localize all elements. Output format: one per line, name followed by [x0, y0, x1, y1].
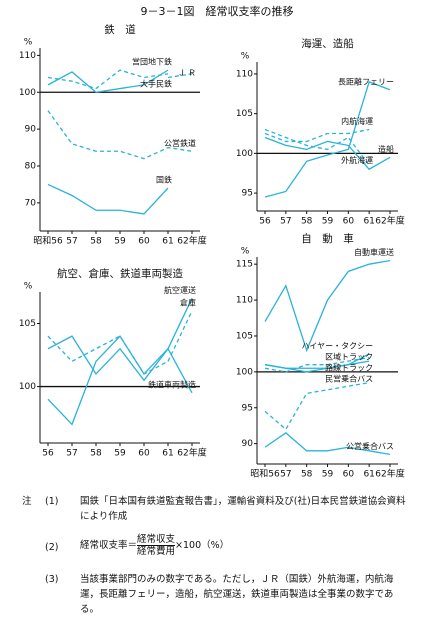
- series-label: 倉庫: [180, 297, 196, 307]
- notes-label: 注: [22, 496, 32, 507]
- x-tick-label: 61: [363, 217, 374, 227]
- note-num: (3): [45, 574, 59, 585]
- series-line: [264, 360, 370, 369]
- x-tick-label: 57: [280, 470, 291, 480]
- x-tick-label: 62年度: [375, 468, 404, 480]
- x-tick-label: 58: [90, 449, 102, 459]
- series-line: [47, 69, 169, 90]
- chart-title: 海運、造船: [301, 37, 354, 50]
- series-line: [47, 110, 193, 160]
- series-label: ハイヤー・タクシー: [302, 341, 374, 350]
- x-tick-label: 59: [322, 470, 334, 480]
- y-tick-label: 110: [236, 69, 253, 79]
- series-label: 造船: [378, 144, 394, 154]
- x-tick-label: 61: [363, 470, 374, 480]
- y-tick-label: 105: [19, 319, 36, 329]
- series-label: 長距離フェリー: [338, 76, 394, 86]
- series-label: 外航海運: [341, 155, 373, 165]
- y-tick-label: 70: [25, 198, 37, 208]
- y-tick-label: 100: [19, 382, 36, 392]
- x-tick-label: 58: [301, 217, 313, 227]
- note-text: 国鉄「日本国有鉄道監査報告書」，運輸省資料及び(社)日本民営鉄道協会資料により作…: [80, 496, 406, 522]
- note-num: (1): [45, 496, 59, 507]
- chart-title: 航空、倉庫、鉄道車両製造: [57, 267, 183, 280]
- y-tick-label: 105: [236, 331, 253, 341]
- y-tick-label: 100: [236, 149, 253, 159]
- x-tick-label: 60: [138, 449, 150, 459]
- x-tick-label: 56: [259, 217, 271, 227]
- x-tick-label: 60: [138, 237, 150, 247]
- x-tick-label: 62年度: [177, 235, 206, 247]
- y-tick-label: 95: [242, 189, 253, 199]
- series-line: [264, 81, 391, 198]
- x-tick-label: 58: [301, 470, 313, 480]
- y-tick-label: 100: [236, 367, 253, 377]
- series-label: 内航海運: [341, 116, 373, 126]
- x-tick-label: 60: [343, 470, 355, 480]
- series-label: 大手民鉄: [140, 79, 172, 89]
- y-tick-label: 90: [25, 125, 37, 135]
- series-label: 鉄道車両製造: [148, 379, 196, 389]
- x-tick-label: 57: [66, 449, 77, 459]
- series-label: 営団地下鉄: [132, 57, 172, 67]
- formula-rhs: ×100（%）: [175, 540, 230, 551]
- x-tick-label: 昭和56: [33, 236, 63, 247]
- y-tick-label: 80: [25, 162, 37, 172]
- series-label: 公営乗合バス: [346, 441, 394, 451]
- note-formula: 経常収支率＝ 経常収支 経常費用 ×100（%）: [80, 534, 229, 557]
- series-label: 航空運送: [164, 285, 196, 295]
- series-line: [264, 136, 391, 171]
- series-line: [264, 381, 370, 431]
- x-tick-label: 59: [322, 217, 334, 227]
- series-label: 自動車運送: [354, 247, 394, 257]
- fraction: 経常収支 経常費用: [137, 534, 176, 557]
- figure-title: 9－3－1図 経常収支率の推移: [141, 4, 294, 18]
- x-tick-label: 56: [42, 449, 54, 459]
- series-line: [47, 298, 193, 382]
- y-unit: %: [24, 282, 33, 292]
- numerator: 経常収支: [137, 534, 176, 546]
- x-tick-label: 59: [114, 237, 126, 247]
- series-line: [264, 356, 370, 373]
- y-tick-label: 110: [19, 51, 36, 61]
- x-tick-label: 61: [162, 449, 173, 459]
- series-label: 公営鉄道: [164, 138, 196, 148]
- x-tick-label: 61: [162, 237, 173, 247]
- series-line: [264, 432, 391, 456]
- y-tick-label: 100: [19, 88, 36, 98]
- y-tick-label: 95: [242, 403, 253, 413]
- x-tick-label: 昭和56: [250, 469, 280, 480]
- x-tick-label: 57: [66, 237, 77, 247]
- x-tick-label: 57: [280, 217, 291, 227]
- series-label: 国鉄: [156, 175, 172, 185]
- series-label: 路線トラック: [325, 362, 373, 372]
- denominator: 経常費用: [137, 546, 176, 557]
- chart-title: 鉄 道: [104, 23, 136, 36]
- series-line: [47, 335, 193, 426]
- x-tick-label: 59: [114, 449, 126, 459]
- series-line: [47, 69, 169, 93]
- series-label: Ｊ Ｒ: [177, 69, 196, 78]
- y-unit: %: [241, 52, 250, 62]
- note-text: 当該事業部門のみの数字である。ただし，ＪＲ（国鉄）外航海運，内航海運，長距離フェ…: [80, 574, 394, 615]
- chart-title: 自 動 車: [301, 232, 354, 245]
- series-label: 民営乗合バス: [325, 373, 373, 383]
- x-tick-label: 58: [90, 237, 102, 247]
- series-line: [47, 183, 169, 215]
- y-unit: %: [24, 38, 33, 48]
- y-unit: %: [241, 247, 250, 257]
- y-tick-label: 105: [236, 109, 253, 119]
- y-tick-label: 110: [236, 296, 253, 306]
- note-num: (2): [45, 542, 59, 553]
- x-tick-label: 60: [343, 217, 355, 227]
- x-tick-label: 62年度: [177, 447, 206, 459]
- series-label: 区域トラック: [325, 351, 373, 361]
- formula-lhs: 経常収支率＝: [80, 540, 138, 551]
- x-tick-label: 62年度: [375, 215, 404, 227]
- y-tick-label: 90: [242, 439, 254, 449]
- y-tick-label: 115: [236, 260, 253, 270]
- series-line: [264, 259, 391, 353]
